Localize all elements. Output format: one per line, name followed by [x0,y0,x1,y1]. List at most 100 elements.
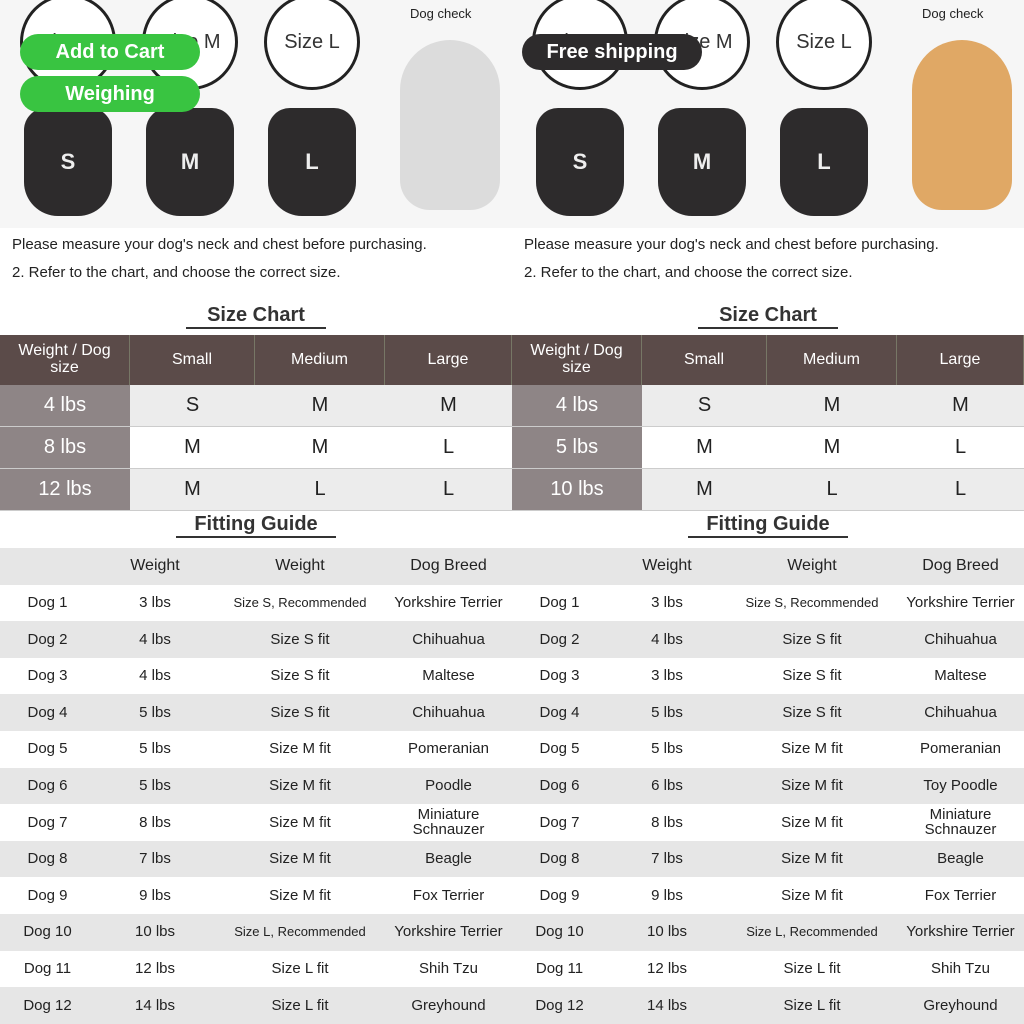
table-cell: M [767,385,897,427]
note: Please measure your dog's neck and chest… [12,236,427,253]
chart-title: Fitting Guide [176,513,336,538]
size-circle: Size L [264,0,360,90]
badge: Weighing [20,76,200,112]
table-cell: M [255,427,385,469]
table-cell: Size S fit [215,694,385,731]
table-cell: Dog 7 [0,804,95,841]
table-cell: 9 lbs [607,877,727,914]
badge: Free shipping [522,34,702,70]
table-cell: 7 lbs [607,840,727,878]
table-cell: Size M fit [215,840,385,878]
table-cell: Dog 6 [512,767,607,805]
table-cell: 12 lbs [95,950,215,988]
table-cell: Maltese [897,657,1024,695]
table-cell: Dog 8 [512,840,607,878]
table-header: Weight [727,548,897,585]
table-cell: Chihuahua [897,621,1024,658]
table-cell: 5 lbs [95,694,215,731]
table-header: Weight [215,548,385,585]
table-cell: 8 lbs [95,804,215,841]
table-cell: S [130,385,255,427]
table-cell: L [255,469,385,511]
table-cell: M [255,385,385,427]
note: Please measure your dog's neck and chest… [524,236,939,253]
table-header [512,548,607,585]
table-cell: 8 lbs [0,427,130,469]
dog-body [400,40,500,210]
table-cell: Dog 1 [512,584,607,622]
table-cell: 8 lbs [607,804,727,841]
table-cell: 7 lbs [95,840,215,878]
table-cell: Dog 12 [0,987,95,1024]
table-cell: Size S fit [215,621,385,658]
note: 2. Refer to the chart, and choose the co… [524,264,853,281]
pouch: S [24,108,112,216]
pouch: L [780,108,868,216]
table-cell: Size M fit [727,840,897,878]
table-cell: 3 lbs [95,584,215,622]
table-cell: Dog 4 [512,694,607,731]
table-cell: M [130,469,255,511]
table-cell: Dog 5 [512,731,607,768]
table-cell: 4 lbs [95,657,215,695]
table-cell: L [897,469,1024,511]
table-cell: M [897,385,1024,427]
table-header: Large [385,335,512,385]
table-header: Medium [255,335,385,385]
table-cell: Dog 8 [0,840,95,878]
table-cell: Beagle [897,840,1024,878]
table-cell: 9 lbs [95,877,215,914]
size-circle: Size L [776,0,872,90]
table-header: Weight [95,548,215,585]
table-cell: Dog 4 [0,694,95,731]
table-cell: Shih Tzu [897,950,1024,988]
table-cell: Size L fit [727,950,897,988]
pouch: S [536,108,624,216]
table-header: Weight / Dog size [0,335,130,385]
table-cell: 5 lbs [607,731,727,768]
table-cell: Size L, Recommended [215,914,385,951]
table-cell: Chihuahua [897,694,1024,731]
table-cell: Size M fit [215,804,385,841]
table-cell: Size S, Recommended [215,584,385,622]
table-cell: Dog 10 [512,914,607,951]
dog-tag: Dog check [410,6,472,21]
table-cell: 5 lbs [95,767,215,805]
table-cell: 10 lbs [95,914,215,951]
table-cell: Size M fit [215,767,385,805]
table-cell: Dog 3 [0,657,95,695]
table-cell: Size L, Recommended [727,914,897,951]
table-cell: Beagle [385,840,512,878]
table-cell: 6 lbs [607,767,727,805]
table-cell: Shih Tzu [385,950,512,988]
table-cell: L [385,469,512,511]
table-cell: Dog 11 [512,950,607,988]
table-cell: Size S, Recommended [727,584,897,622]
table-cell: 5 lbs [95,731,215,768]
chart-title: Size Chart [698,304,838,329]
table-cell: Size M fit [727,731,897,768]
table-header: Medium [767,335,897,385]
table-cell: Size L fit [727,987,897,1024]
table-header [0,548,95,585]
table-cell: 3 lbs [607,657,727,695]
table-cell: Size S fit [727,694,897,731]
chart-title: Fitting Guide [688,513,848,538]
table-cell: Yorkshire Terrier [897,914,1024,951]
table-cell: L [385,427,512,469]
note: 2. Refer to the chart, and choose the co… [12,264,341,281]
table-cell: Size S fit [727,621,897,658]
table-cell: 10 lbs [512,469,642,511]
table-cell: Yorkshire Terrier [385,914,512,951]
table-cell: Toy Poodle [897,767,1024,805]
dog-tag: Dog check [922,6,984,21]
table-cell: Chihuahua [385,694,512,731]
table-cell: Dog 12 [512,987,607,1024]
table-cell: M [642,427,767,469]
table-cell: L [767,469,897,511]
table-cell: 14 lbs [95,987,215,1024]
table-cell: Dog 9 [0,877,95,914]
